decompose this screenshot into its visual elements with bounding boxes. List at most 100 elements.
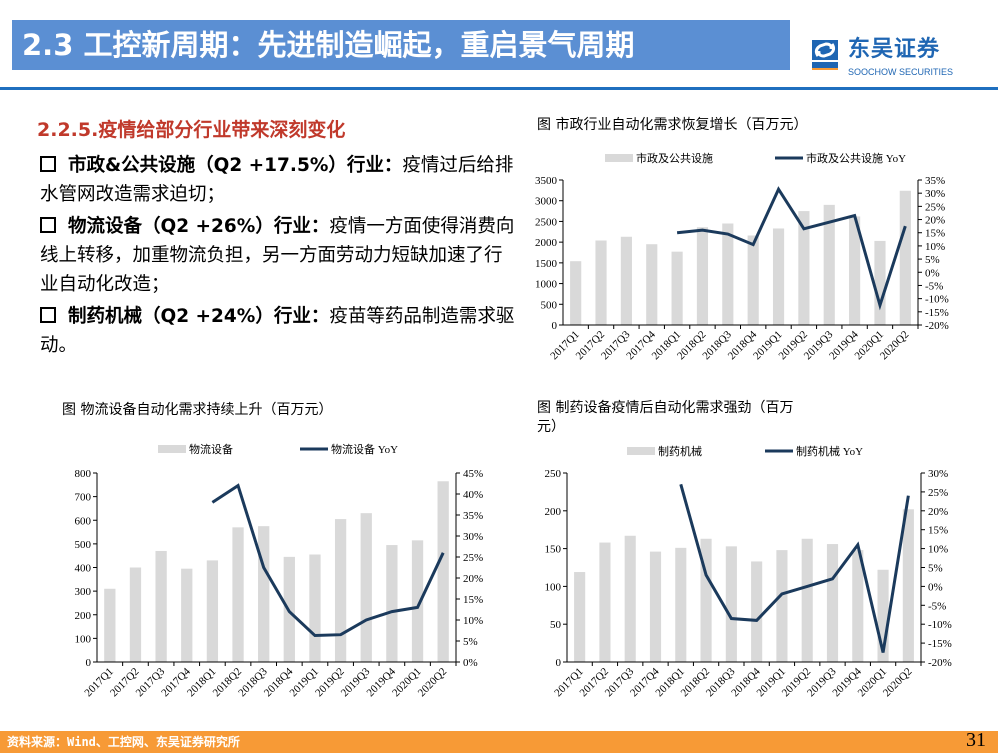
square-bullet-icon	[40, 156, 56, 172]
y-tick-label: 2500	[535, 216, 558, 228]
y2-tick-label: 5%	[463, 636, 478, 648]
y-tick-label: 100	[545, 581, 562, 593]
x-tick-label: 2020Q2	[881, 666, 915, 700]
bullet-bold: 制药机械（Q2 +24%）行业：	[68, 306, 330, 327]
y2-tick-label: -5%	[925, 280, 943, 292]
bullet-logistics: 物流设备（Q2 +26%）行业：疫情一方面使得消费向线上转移，加重物流负担，另一…	[40, 212, 520, 299]
y2-tick-label: 30%	[928, 468, 948, 480]
y2-tick-label: -15%	[925, 307, 949, 319]
bullet-text: 疫情一方面使得消费向线上转移，加重物流负担，另一方面劳动力短缺加速了行业自动化改…	[40, 216, 515, 295]
bar	[747, 235, 759, 325]
y-tick-label: 1000	[535, 279, 558, 291]
legend-line-label: 市政及公共设施 YoY	[806, 151, 906, 165]
bullet-text: 疫苗等药品制造需求驱动。	[40, 306, 515, 356]
y2-tick-label: 30%	[925, 188, 945, 200]
bar	[899, 190, 911, 325]
y2-tick-label: -10%	[925, 294, 949, 306]
y-tick-label: 0	[556, 657, 562, 669]
bar	[309, 554, 321, 662]
y2-tick-label: 25%	[928, 487, 948, 499]
bar	[772, 228, 785, 325]
bullet-municipal: 市政&公共设施（Q2 +17.5%）行业：疫情过后给排水管网改造需求迫切；	[40, 151, 520, 209]
y2-tick-label: 10%	[463, 615, 483, 627]
bar	[104, 588, 116, 662]
legend-bar-swatch	[605, 154, 633, 162]
y-tick-label: 600	[75, 515, 92, 527]
y-tick-label: 150	[545, 544, 562, 556]
logo-text-cn: 东吴证券	[848, 37, 941, 62]
bar	[620, 236, 632, 325]
y2-tick-label: 15%	[463, 594, 483, 606]
bar	[671, 251, 683, 325]
header-divider	[0, 87, 998, 90]
y2-tick-label: -20%	[928, 657, 952, 669]
y-tick-label: 500	[75, 539, 92, 551]
y2-tick-label: 25%	[925, 201, 945, 213]
logo-mark-icon	[812, 40, 838, 70]
y2-tick-label: 20%	[928, 506, 948, 518]
bar	[877, 569, 889, 662]
y2-tick-label: 10%	[928, 544, 948, 556]
y2-tick-label: -15%	[928, 638, 952, 650]
y2-tick-label: 10%	[925, 241, 945, 253]
bar	[649, 551, 662, 662]
y2-tick-label: 35%	[463, 510, 483, 522]
y2-tick-label: 5%	[925, 254, 940, 266]
legend-bar-label: 市政及公共设施	[636, 151, 713, 165]
section-heading: 2.2.5.疫情给部分行业带来深刻变化	[37, 119, 346, 141]
bar	[751, 561, 763, 662]
bullet-pharma: 制药机械（Q2 +24%）行业：疫苗等药品制造需求驱动。	[40, 302, 520, 360]
bar	[386, 545, 398, 662]
yoy-line	[676, 186, 907, 311]
y-tick-label: 300	[75, 586, 92, 598]
legend-bar-label: 制药机械	[658, 444, 702, 458]
y2-tick-label: 20%	[463, 573, 483, 585]
yoy-line	[211, 483, 445, 638]
yoy-line	[679, 483, 910, 653]
bar	[902, 509, 914, 662]
bar	[725, 546, 737, 662]
y-tick-label: 0	[552, 320, 558, 332]
square-bullet-icon	[40, 307, 56, 323]
y-tick-label: 500	[541, 299, 558, 311]
bar	[722, 223, 734, 325]
bar	[599, 542, 611, 662]
x-tick-label: 2020Q2	[416, 666, 450, 700]
company-logo: 东吴证券 SOOCHOW SECURITIES	[812, 38, 992, 82]
y2-tick-label: 40%	[463, 489, 483, 501]
logo-text-en: SOOCHOW SECURITIES	[848, 67, 954, 77]
chart-pharma: 0 50 100 150 200 250 -20% -15% -10% -5% 0% 5% 10% 15%…	[545, 444, 952, 700]
chart-title-logistics: 图 物流设备自动化需求持续上升（百万元）	[62, 402, 333, 418]
bar	[206, 560, 219, 662]
bar	[646, 244, 658, 325]
y2-tick-label: 15%	[928, 525, 948, 537]
bar	[776, 550, 788, 662]
bullet-bold: 市政&公共设施（Q2 +17.5%）行业：	[68, 155, 403, 176]
page-number: 31	[966, 729, 986, 751]
y-tick-label: 0	[86, 657, 92, 669]
y2-tick-label: -5%	[928, 600, 946, 612]
bullet-list: 市政&公共设施（Q2 +17.5%）行业：疫情过后给排水管网改造需求迫切； 物流…	[40, 151, 520, 363]
bar	[675, 547, 687, 662]
bar	[696, 227, 709, 325]
y2-tick-label: -10%	[928, 619, 952, 631]
bar	[258, 526, 270, 662]
bullet-text: 疫情过后给排水管网改造需求迫切；	[40, 155, 514, 205]
bar	[826, 544, 839, 662]
bar	[874, 240, 886, 325]
y2-tick-label: 35%	[925, 175, 945, 187]
y2-tick-label: 0%	[925, 267, 940, 279]
y-tick-label: 100	[75, 633, 92, 645]
chart-title-municipal: 图 市政行业自动化需求恢复增长（百万元）	[537, 117, 808, 133]
y-tick-label: 3500	[535, 175, 558, 187]
source-note: 资料来源：Wind、工控网、东吴证券研究所	[7, 735, 240, 749]
legend-bar-label: 物流设备	[189, 442, 233, 456]
legend-line-label: 制药机械 YoY	[796, 444, 863, 458]
y-tick-label: 2000	[535, 237, 558, 249]
bullet-bold: 物流设备（Q2 +26%）行业：	[68, 216, 330, 237]
footer-bar: 资料来源：Wind、工控网、东吴证券研究所	[0, 731, 998, 753]
square-bullet-icon	[40, 217, 56, 233]
bar	[823, 204, 835, 325]
y2-tick-label: 15%	[925, 228, 945, 240]
chart-title-pharma: 图 制药设备疫情后自动化需求强劲（百万元）	[537, 400, 794, 435]
